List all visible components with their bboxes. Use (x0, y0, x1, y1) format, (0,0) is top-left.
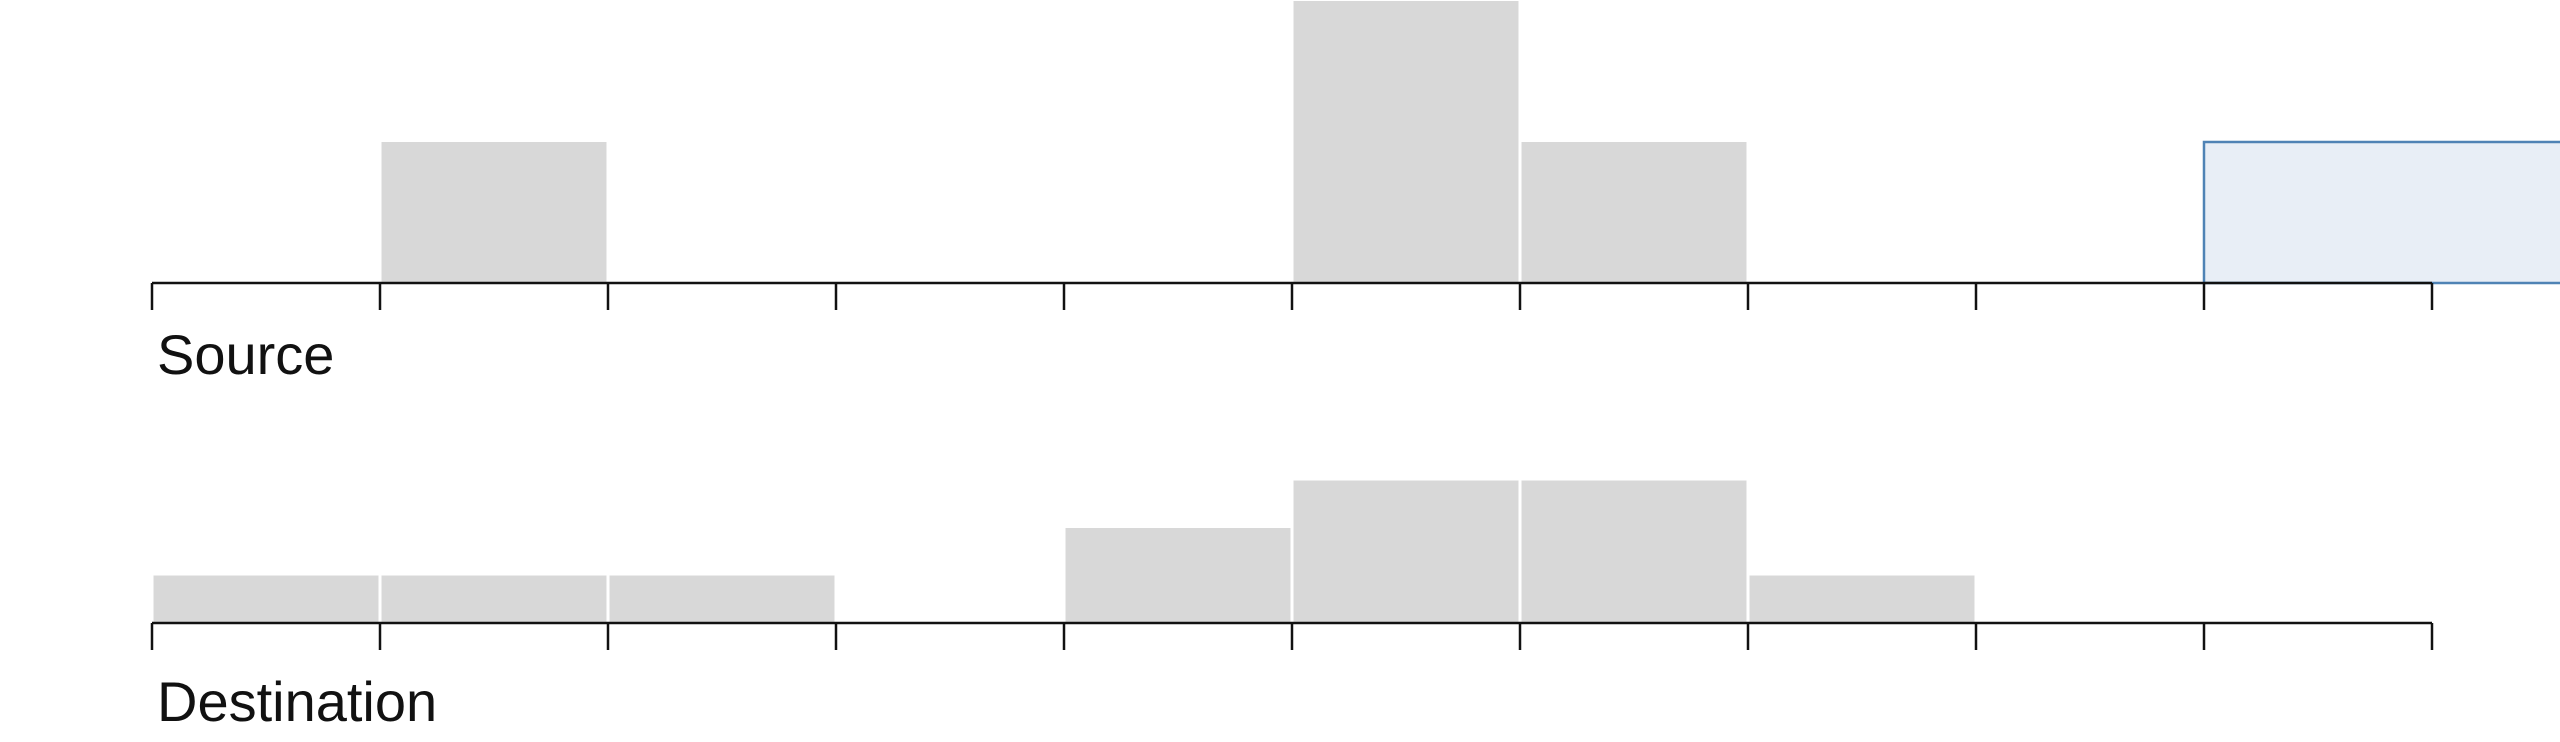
destination-axis (150, 621, 2434, 650)
source-axis-title: Source (157, 323, 334, 386)
destination-bar-3 (609, 575, 835, 623)
source-bar-10-highlighted (2202, 140, 2560, 285)
source-axis (150, 281, 2434, 310)
destination-bar-2 (381, 575, 607, 623)
destination-axis-title: Destination (157, 670, 437, 733)
source-bar-7 (1521, 142, 1747, 283)
source-histogram: Source (150, 1, 2560, 386)
source-bar-2 (381, 142, 607, 283)
source-bars (381, 1, 2560, 285)
destination-bar-8 (1749, 575, 1975, 623)
destination-bar-5 (1065, 528, 1291, 623)
destination-bar-1 (153, 575, 379, 623)
destination-bar-7 (1521, 480, 1747, 623)
destination-bars (153, 480, 1975, 623)
source-bar-6 (1293, 1, 1519, 283)
destination-histogram: Destination (150, 480, 2434, 733)
destination-bar-6 (1293, 480, 1519, 623)
